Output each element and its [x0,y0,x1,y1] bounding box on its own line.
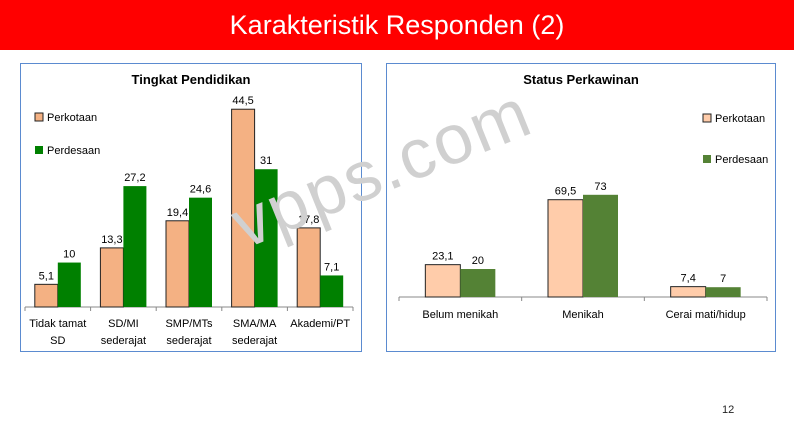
category-label: sederajat [101,335,146,347]
data-label: 7 [720,273,726,285]
legend-swatch [703,155,711,163]
bar-perkotaan [547,199,584,298]
category-label: Menikah [562,309,604,321]
legend-label: Perkotaan [47,112,97,124]
bar-perdesaan [320,275,344,307]
data-label: 69,5 [555,186,576,198]
data-label: 7,1 [324,261,339,273]
data-label: 73 [594,181,606,193]
chart-svg-pendidikan: Tingkat Pendidikan 5,1 10 Tidak tamat SD 13,3… [24,72,354,347]
category-label: SD [50,335,65,347]
category-label: sederajat [232,335,277,347]
bar-perkotaan [424,264,461,298]
data-label: 7,4 [681,273,696,285]
category-label: Tidak tamat [29,318,86,330]
legend-swatch [35,146,43,154]
chart-title: Tingkat Pendidikan [132,72,251,87]
bar-perdesaan [460,269,496,297]
bar-perkotaan [99,247,124,308]
data-label: 13,3 [101,234,122,246]
bar-perdesaan [254,169,278,307]
category-label: SMP/MTs [165,318,213,330]
data-label: 24,6 [190,184,211,196]
data-label: 17,8 [298,214,319,226]
legend-label: Perdesaan [715,154,768,166]
bar-perkotaan [296,227,321,308]
chart-status-perkawinan: Status Perkawinan 23,1 20 Belum menikah 69,5… [386,63,776,352]
bar-perkotaan [670,286,707,298]
category-label: Akademi/PT [290,318,350,330]
bar-perkotaan [165,220,190,308]
data-label: 44,5 [232,95,253,107]
title-bar [0,0,794,50]
data-label: 23,1 [432,251,453,263]
category-label: SD/MI [108,318,139,330]
legend-label: Perkotaan [715,113,765,125]
chart-title: Status Perkawinan [523,72,639,87]
legend-label: Perdesaan [47,145,100,157]
legend-swatch [702,113,712,123]
data-label: 20 [472,255,484,267]
chart-svg-perkawinan: Status Perkawinan 23,1 20 Belum menikah 69,5… [398,72,768,321]
bar-perkotaan [34,283,59,308]
data-label: 19,4 [167,207,188,219]
slide-title: Karakteristik Responden (2) [229,10,565,40]
data-label: 5,1 [39,270,54,282]
category-label: sederajat [166,335,211,347]
category-label: Cerai mati/hidup [666,309,746,321]
bar-perdesaan [189,197,212,307]
data-label: 27,2 [124,172,145,184]
bar-perdesaan [57,262,81,307]
bar-perdesaan [583,194,618,297]
chart-tingkat-pendidikan: Tingkat Pendidikan 5,1 10 Tidak tamat SD 13,3… [20,63,362,352]
data-label: 31 [260,155,272,167]
bar-perdesaan [123,186,147,307]
page-number: 12 [722,404,735,416]
bar-perdesaan [705,287,741,297]
category-label: Belum menikah [422,309,498,321]
legend-swatch [34,112,44,122]
data-label: 10 [63,249,75,261]
category-label: SMA/MA [233,318,277,330]
